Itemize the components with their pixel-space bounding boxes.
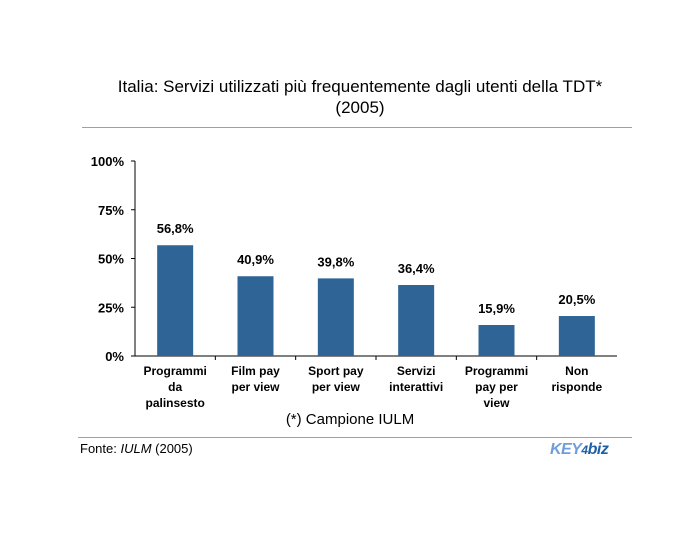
category-label-line: per view — [312, 380, 361, 394]
logo-four: 4 — [581, 443, 588, 457]
y-tick-label: 50% — [98, 252, 124, 267]
category-label-line: Sport pay — [308, 364, 364, 378]
logo-key: KEY — [550, 441, 582, 458]
category-label: Programmi da palinsesto — [143, 364, 206, 410]
y-tick-label: 0% — [105, 349, 124, 364]
category-label: Servizi interattivi — [389, 364, 443, 394]
category-label-line: Programmi — [143, 364, 206, 378]
key4biz-logo: KEY4biz — [550, 441, 609, 459]
sample-note: (*) Campione IULM — [285, 411, 415, 428]
category-label-line: pay per — [475, 380, 518, 394]
data-label: 15,9% — [478, 301, 515, 316]
title-divider — [82, 127, 632, 128]
data-label: 20,5% — [558, 292, 595, 307]
category-label: Programmi pay per view — [465, 364, 528, 410]
category-label-line: palinsesto — [145, 396, 204, 410]
category-label: Film pay per view — [231, 364, 280, 394]
data-label: 40,9% — [237, 252, 274, 267]
data-label: 36,4% — [398, 261, 435, 276]
category-label: Sport pay per view — [308, 364, 364, 394]
bar — [317, 278, 354, 356]
bar — [558, 316, 595, 356]
category-label-line: Film pay — [231, 364, 280, 378]
bar — [157, 245, 194, 356]
source-suffix: (2005) — [151, 441, 193, 456]
data-label: 56,8% — [157, 221, 194, 236]
category-label-line: interattivi — [389, 380, 443, 394]
chart-title-line-1: Italia: Servizi utilizzati più frequente… — [117, 77, 603, 96]
y-tick-label: 100% — [91, 154, 125, 169]
y-tick-label: 75% — [98, 203, 124, 218]
category-label-line: per view — [231, 380, 280, 394]
y-tick-label: 25% — [98, 300, 124, 315]
source-text: Fonte: IULM (2005) — [80, 441, 193, 456]
chart-title-line-2: (2005) — [335, 98, 385, 117]
footer-divider — [78, 437, 632, 438]
category-label-line: risponde — [551, 380, 602, 394]
source-name: IULM — [120, 441, 152, 456]
data-label: 39,8% — [317, 254, 354, 269]
category-label-line: Non — [565, 364, 588, 378]
logo-biz: biz — [587, 441, 609, 458]
category-label-line: Programmi — [465, 364, 528, 378]
category-label: Non risponde — [551, 364, 602, 394]
bar — [478, 324, 515, 356]
category-label-line: view — [483, 396, 510, 410]
category-label-line: da — [168, 380, 182, 394]
bar — [237, 276, 274, 356]
chart-title: Italia: Servizi utilizzati più frequente… — [60, 76, 660, 118]
category-label-line: Servizi — [397, 364, 436, 378]
source-prefix: Fonte: — [80, 441, 121, 456]
bar — [398, 285, 435, 356]
